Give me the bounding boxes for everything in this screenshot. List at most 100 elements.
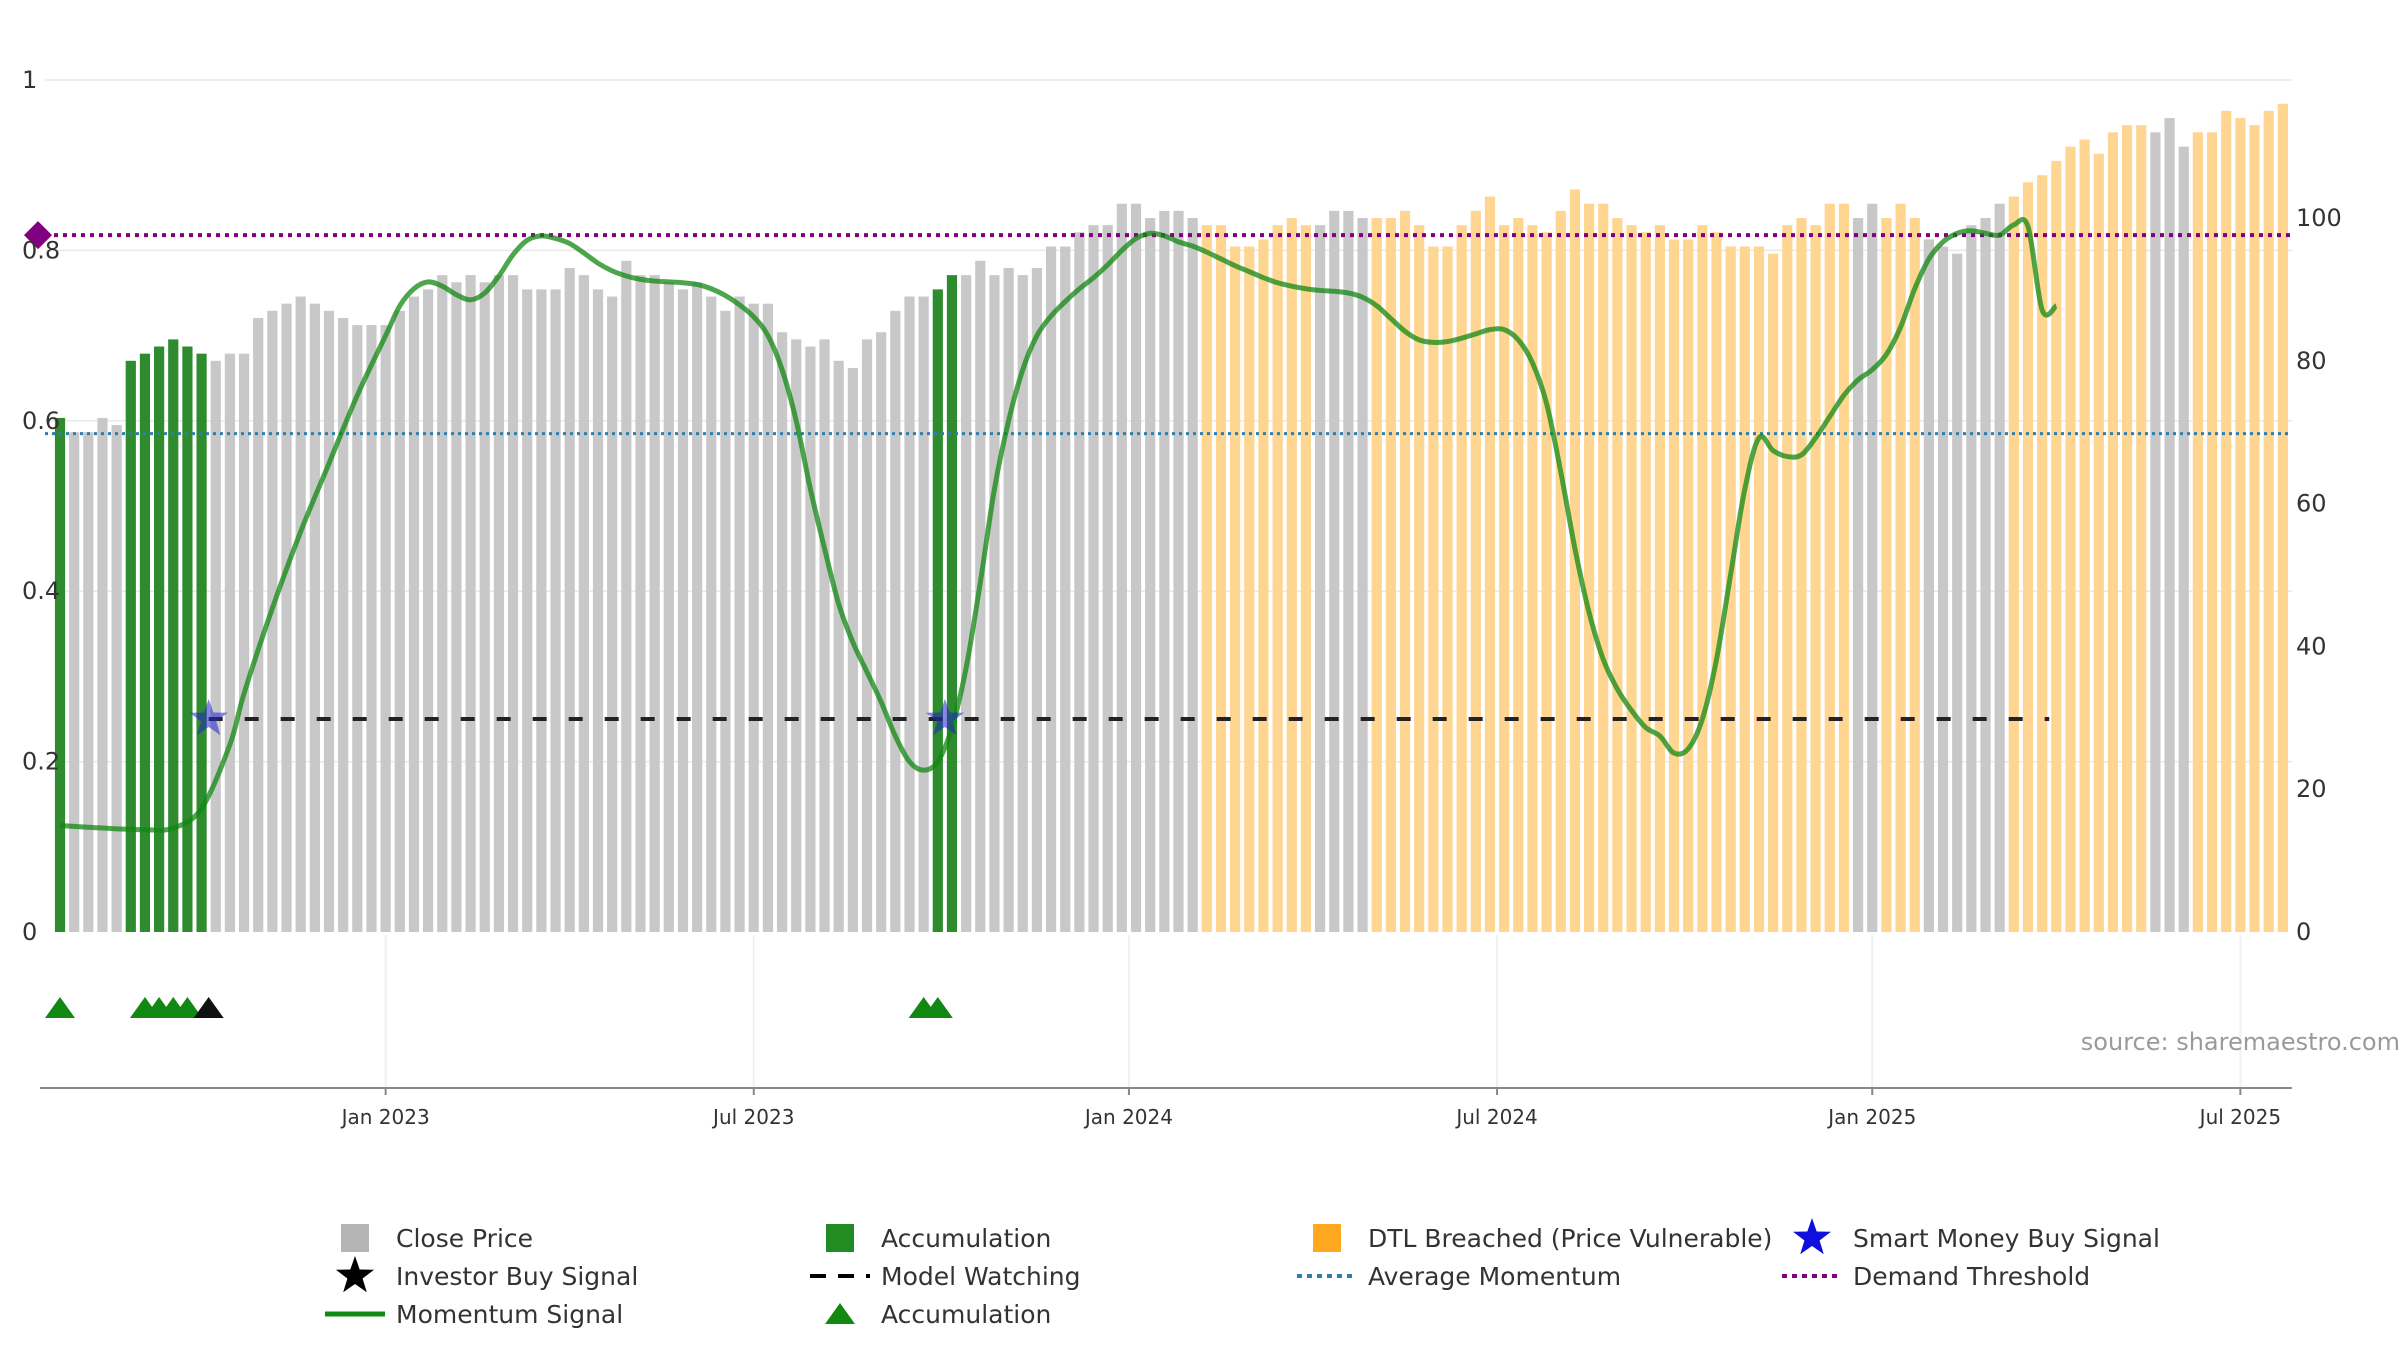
dtl-breached-bar	[2079, 139, 2090, 932]
legend-star-icon	[336, 1256, 374, 1293]
close-price-bar	[451, 282, 462, 932]
dtl-breached-bar	[1513, 218, 1524, 932]
x-tick-label: Jan 2025	[1826, 1105, 1916, 1129]
close-price-bar	[805, 346, 816, 932]
dtl-breached-bar	[1626, 225, 1637, 932]
close-price-bar	[380, 325, 391, 933]
close-price-bar	[1980, 218, 1991, 932]
close-price-bar	[607, 296, 618, 932]
legend-label: Close Price	[396, 1224, 533, 1253]
accumulation-bar	[139, 353, 151, 932]
close-price-bar	[621, 260, 632, 933]
close-price-bar	[1045, 246, 1057, 932]
accumulation-bar	[182, 346, 193, 932]
left-axis-tick: 0.2	[22, 748, 60, 776]
legend-item: Accumulation	[826, 1224, 1051, 1253]
dtl-breached-bar	[2249, 125, 2260, 933]
smart-money-buy-star	[189, 699, 228, 736]
legend-label: Investor Buy Signal	[396, 1262, 638, 1291]
right-axis-tick: 20	[2296, 775, 2327, 803]
x-tick-label: Jan 2024	[1083, 1105, 1173, 1129]
close-price-bar	[253, 317, 264, 933]
dtl-breached-bar	[1909, 218, 1920, 932]
dtl-breached-bar	[1414, 225, 1425, 932]
dtl-breached-bar	[2037, 175, 2048, 932]
accumulation-bar	[196, 353, 207, 932]
signal-lane	[45, 997, 953, 1018]
close-price-bar	[437, 275, 448, 932]
legend-star-icon	[1793, 1218, 1831, 1255]
dtl-breached-bar	[1201, 225, 1212, 932]
close-price-bar	[323, 310, 335, 932]
legend-item: Close Price	[341, 1224, 533, 1253]
dtl-breached-bar	[2022, 182, 2034, 933]
close-price-bar	[776, 332, 788, 932]
dtl-breached-bar	[1668, 239, 1680, 933]
close-price-bar	[876, 332, 887, 932]
dtl-breached-bar	[2235, 118, 2246, 933]
dtl-breached-bar	[1768, 253, 1779, 932]
close-price-bar	[592, 289, 604, 932]
legend-square-icon	[826, 1224, 854, 1252]
legend-item: Accumulation	[825, 1300, 1051, 1329]
close-price-bar	[918, 296, 929, 932]
legend-label: Momentum Signal	[396, 1300, 623, 1329]
dtl-breached-bar	[1654, 225, 1665, 932]
close-price-bar	[522, 289, 533, 932]
dtl-breached-bar	[1838, 203, 1850, 933]
close-price-bar	[1173, 210, 1184, 933]
close-price-bar	[677, 289, 689, 932]
close-price-bar	[97, 417, 108, 932]
close-price-bar	[1060, 246, 1071, 932]
legend-square-icon	[1313, 1224, 1341, 1252]
dtl-breached-bar	[1300, 225, 1312, 932]
close-price-bar	[493, 275, 505, 932]
dtl-breached-bar	[2093, 153, 2104, 933]
dtl-breached-bar	[1881, 218, 1892, 932]
close-price-bar	[408, 296, 420, 932]
close-price-bar	[1102, 225, 1113, 932]
dtl-breached-bar	[1230, 246, 1241, 932]
accumulation-bar	[932, 289, 943, 932]
accumulation-bar	[125, 360, 136, 932]
close-price-bar	[536, 289, 547, 932]
dtl-breached-bar	[1640, 232, 1651, 932]
dtl-breached-bar	[1753, 246, 1765, 932]
legend-label: Accumulation	[881, 1300, 1051, 1329]
close-price-bar	[748, 303, 759, 932]
close-price-bar	[961, 275, 972, 932]
close-price-bar	[2178, 146, 2189, 933]
close-price-bar	[465, 275, 476, 932]
close-price-bar	[224, 353, 235, 932]
dtl-breached-bar	[1541, 232, 1552, 932]
close-price-bar	[1145, 218, 1156, 932]
dtl-breached-bar	[1711, 232, 1722, 932]
x-tick-label: Jul 2024	[1454, 1105, 1537, 1129]
dtl-breached-bar	[1244, 246, 1255, 932]
investor-buy-triangle	[193, 997, 224, 1018]
close-price-bar	[352, 325, 363, 933]
dtl-breached-bar	[2107, 132, 2119, 932]
close-price-bar	[649, 275, 660, 932]
right-axis-tick: 100	[2296, 204, 2342, 232]
dtl-breached-bar	[2136, 125, 2147, 933]
close-price-bar	[904, 296, 915, 932]
close-price-bar	[423, 289, 434, 932]
close-price-bar	[1088, 225, 1099, 932]
close-price-bar	[890, 310, 901, 932]
dtl-breached-bar	[1612, 218, 1623, 932]
close-price-bar	[635, 275, 646, 932]
left-axis-tick: 0.4	[22, 577, 60, 605]
accumulation-bar	[154, 346, 165, 932]
close-price-bar	[663, 282, 674, 932]
close-price-bar	[1159, 210, 1170, 933]
dtl-breached-bar	[2206, 132, 2218, 932]
legend-item: DTL Breached (Price Vulnerable)	[1313, 1224, 1772, 1253]
right-axis-tick: 80	[2296, 347, 2327, 375]
close-price-bar	[267, 310, 278, 932]
dtl-breached-bar	[1895, 203, 1906, 933]
legend-label: Smart Money Buy Signal	[1853, 1224, 2160, 1253]
legend-square-icon	[341, 1224, 369, 1252]
close-price-bar	[83, 432, 94, 932]
